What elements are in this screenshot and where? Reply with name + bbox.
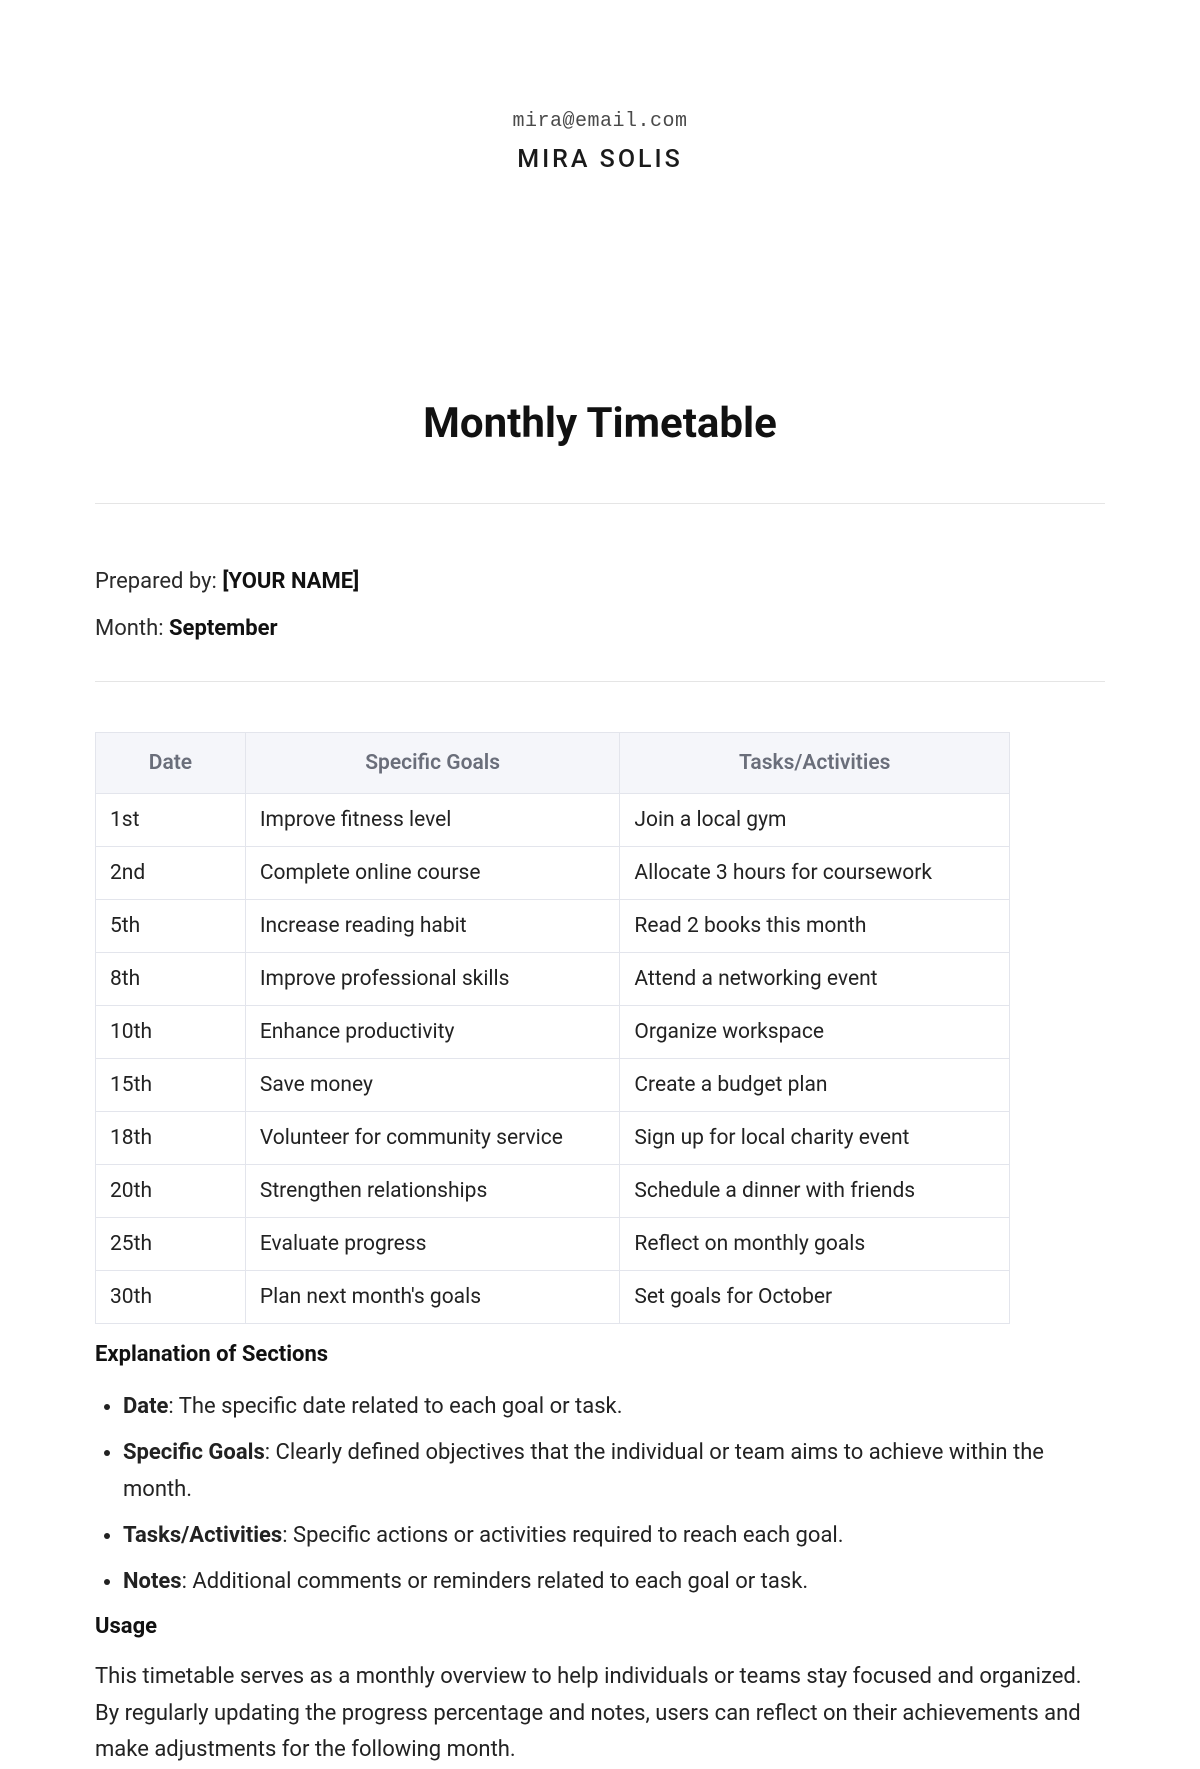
- term: Tasks/Activities: [123, 1523, 282, 1548]
- document-header: mira@email.com MIRA SOLIS: [95, 0, 1105, 174]
- cell-task: Read 2 books this month: [620, 900, 1010, 953]
- cell-task: Schedule a dinner with friends: [620, 1165, 1010, 1218]
- cell-task: Sign up for local charity event: [620, 1112, 1010, 1165]
- cell-date: 15th: [96, 1059, 246, 1112]
- header-email: mira@email.com: [95, 110, 1105, 133]
- prepared-by-value: [YOUR NAME]: [222, 569, 359, 594]
- cell-task: Join a local gym: [620, 794, 1010, 847]
- cell-goal: Improve fitness level: [245, 794, 620, 847]
- explanation-list: Date: The specific date related to each …: [95, 1389, 1105, 1600]
- cell-goal: Volunteer for community service: [245, 1112, 620, 1165]
- cell-goal: Improve professional skills: [245, 953, 620, 1006]
- cell-date: 20th: [96, 1165, 246, 1218]
- cell-goal: Evaluate progress: [245, 1218, 620, 1271]
- cell-date: 8th: [96, 953, 246, 1006]
- cell-goal: Complete online course: [245, 847, 620, 900]
- cell-date: 25th: [96, 1218, 246, 1271]
- prepared-by-label: Prepared by:: [95, 569, 222, 594]
- cell-task: Allocate 3 hours for coursework: [620, 847, 1010, 900]
- table-row: 10thEnhance productivityOrganize workspa…: [96, 1006, 1010, 1059]
- col-header-tasks: Tasks/Activities: [620, 733, 1010, 794]
- document-title: Monthly Timetable: [95, 399, 1105, 448]
- list-item: Date: The specific date related to each …: [123, 1389, 1105, 1425]
- list-item: Notes: Additional comments or reminders …: [123, 1564, 1105, 1600]
- table-row: 20thStrengthen relationshipsSchedule a d…: [96, 1165, 1010, 1218]
- cell-goal: Increase reading habit: [245, 900, 620, 953]
- month-label: Month:: [95, 616, 169, 641]
- header-name: MIRA SOLIS: [95, 145, 1105, 174]
- table-header-row: Date Specific Goals Tasks/Activities: [96, 733, 1010, 794]
- cell-goal: Plan next month's goals: [245, 1271, 620, 1324]
- cell-goal: Enhance productivity: [245, 1006, 620, 1059]
- cell-goal: Strengthen relationships: [245, 1165, 620, 1218]
- table-row: 25thEvaluate progressReflect on monthly …: [96, 1218, 1010, 1271]
- table-row: 18thVolunteer for community serviceSign …: [96, 1112, 1010, 1165]
- term: Date: [123, 1394, 168, 1419]
- cell-task: Attend a networking event: [620, 953, 1010, 1006]
- cell-goal: Save money: [245, 1059, 620, 1112]
- table-row: 30thPlan next month's goalsSet goals for…: [96, 1271, 1010, 1324]
- month-line: Month: September: [95, 616, 1105, 641]
- usage-heading: Usage: [95, 1614, 1105, 1639]
- meta-block: Prepared by: [YOUR NAME] Month: Septembe…: [95, 569, 1105, 641]
- desc: : The specific date related to each goal…: [168, 1394, 622, 1419]
- desc: : Additional comments or reminders relat…: [182, 1569, 809, 1594]
- table-row: 15thSave moneyCreate a budget plan: [96, 1059, 1010, 1112]
- desc: : Specific actions or activities require…: [282, 1523, 843, 1548]
- cell-date: 10th: [96, 1006, 246, 1059]
- list-item: Specific Goals: Clearly defined objectiv…: [123, 1435, 1105, 1508]
- list-item: Tasks/Activities: Specific actions or ac…: [123, 1518, 1105, 1554]
- col-header-goals: Specific Goals: [245, 733, 620, 794]
- table-row: 5thIncrease reading habitRead 2 books th…: [96, 900, 1010, 953]
- explanation-heading: Explanation of Sections: [95, 1342, 1105, 1367]
- prepared-by-line: Prepared by: [YOUR NAME]: [95, 569, 1105, 594]
- timetable-table: Date Specific Goals Tasks/Activities 1st…: [95, 732, 1010, 1324]
- cell-date: 5th: [96, 900, 246, 953]
- term: Specific Goals: [123, 1440, 265, 1465]
- cell-task: Create a budget plan: [620, 1059, 1010, 1112]
- month-value: September: [169, 616, 278, 641]
- cell-date: 2nd: [96, 847, 246, 900]
- divider: [95, 681, 1105, 682]
- cell-date: 18th: [96, 1112, 246, 1165]
- divider: [95, 503, 1105, 504]
- cell-date: 30th: [96, 1271, 246, 1324]
- cell-task: Set goals for October: [620, 1271, 1010, 1324]
- table-row: 2ndComplete online courseAllocate 3 hour…: [96, 847, 1010, 900]
- col-header-date: Date: [96, 733, 246, 794]
- cell-task: Reflect on monthly goals: [620, 1218, 1010, 1271]
- cell-date: 1st: [96, 794, 246, 847]
- term: Notes: [123, 1569, 182, 1594]
- cell-task: Organize workspace: [620, 1006, 1010, 1059]
- usage-body: This timetable serves as a monthly overv…: [95, 1659, 1105, 1768]
- table-row: 8thImprove professional skillsAttend a n…: [96, 953, 1010, 1006]
- table-row: 1stImprove fitness levelJoin a local gym: [96, 794, 1010, 847]
